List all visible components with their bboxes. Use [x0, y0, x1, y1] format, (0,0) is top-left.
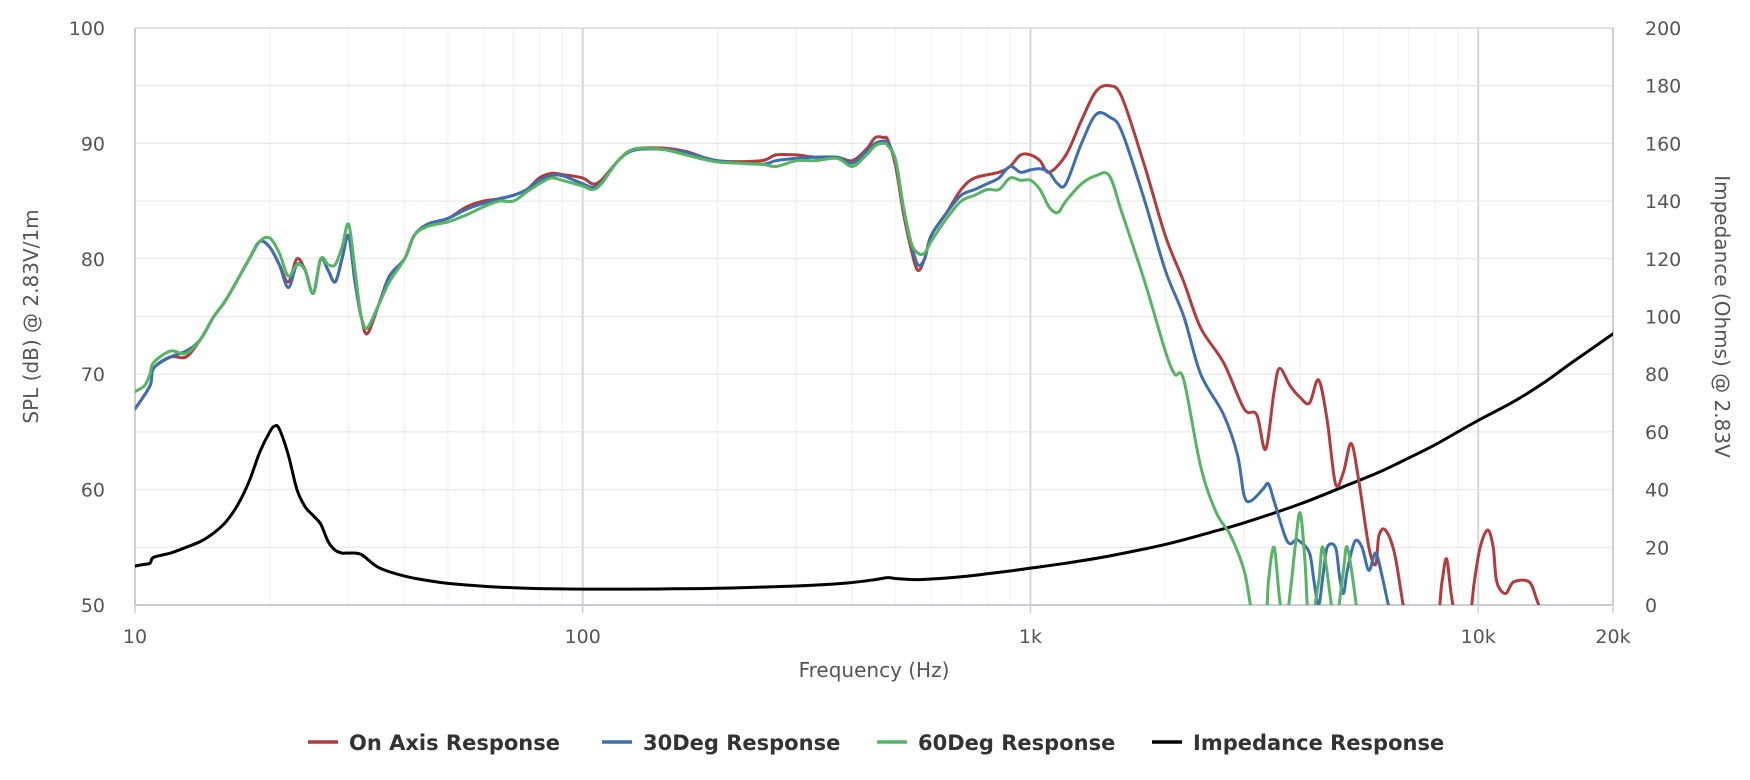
- series-line-60deg-response: [135, 141, 1358, 605]
- x-tick-label: 20k: [1595, 626, 1630, 648]
- y-right-axis-title: Impedance (Ohms) @ 2.83V: [1710, 175, 1734, 458]
- legend: On Axis Response 30Deg Response 60Deg Resp…: [308, 731, 1444, 755]
- plot-area-border: [134, 27, 1614, 606]
- series-line-30deg-response: [135, 111, 1390, 605]
- x-tick-label: 10: [123, 626, 147, 648]
- y-right-tick-label: 80: [1645, 364, 1669, 386]
- y-left-tick-label: 100: [69, 18, 105, 40]
- y-right-tick-label: 140: [1645, 191, 1681, 213]
- x-tick-label: 10k: [1461, 626, 1496, 648]
- x-axis-ticks: 10 100 1k 10k 20k: [123, 605, 1631, 648]
- legend-label: 30Deg Response: [643, 731, 840, 755]
- x-tick-label: 100: [565, 626, 601, 648]
- y-left-tick-label: 50: [81, 595, 105, 617]
- y-right-tick-label: 60: [1645, 422, 1669, 444]
- legend-label: 60Deg Response: [918, 731, 1115, 755]
- legend-item-60deg-response[interactable]: 60Deg Response: [877, 731, 1115, 755]
- y-right-tick-label: 40: [1645, 480, 1669, 502]
- series-line-impedance-response: [135, 332, 1613, 591]
- major-grid: [134, 27, 1614, 606]
- y-right-tick-label: 180: [1645, 76, 1681, 98]
- legend-label: Impedance Response: [1193, 731, 1444, 755]
- x-axis-title: Frequency (Hz): [799, 658, 950, 682]
- y-left-tick-label: 60: [81, 480, 105, 502]
- legend-item-on-axis-response[interactable]: On Axis Response: [308, 731, 560, 755]
- y-right-tick-label: 100: [1645, 307, 1681, 329]
- legend-label: On Axis Response: [349, 731, 560, 755]
- y-left-tick-label: 70: [81, 364, 105, 386]
- y-left-axis-title: SPL (dB) @ 2.83V/1m: [19, 209, 43, 423]
- y-right-axis-ticks: 0 20 40 60 80 100 120 140 160 180 200: [1645, 18, 1681, 617]
- y-left-tick-label: 80: [81, 249, 105, 271]
- x-tick-label: 1k: [1019, 626, 1042, 648]
- y-left-axis-ticks: 50 60 70 80 90 100: [69, 18, 105, 617]
- legend-item-30deg-response[interactable]: 30Deg Response: [602, 731, 840, 755]
- y-right-tick-label: 160: [1645, 133, 1681, 155]
- y-right-tick-label: 120: [1645, 249, 1681, 271]
- y-right-tick-label: 200: [1645, 18, 1681, 40]
- y-left-tick-label: 90: [81, 133, 105, 155]
- series-layer: [135, 83, 1613, 605]
- y-right-tick-label: 20: [1645, 537, 1669, 559]
- legend-item-impedance-response[interactable]: Impedance Response: [1152, 731, 1444, 755]
- y-right-tick-label: 0: [1645, 595, 1657, 617]
